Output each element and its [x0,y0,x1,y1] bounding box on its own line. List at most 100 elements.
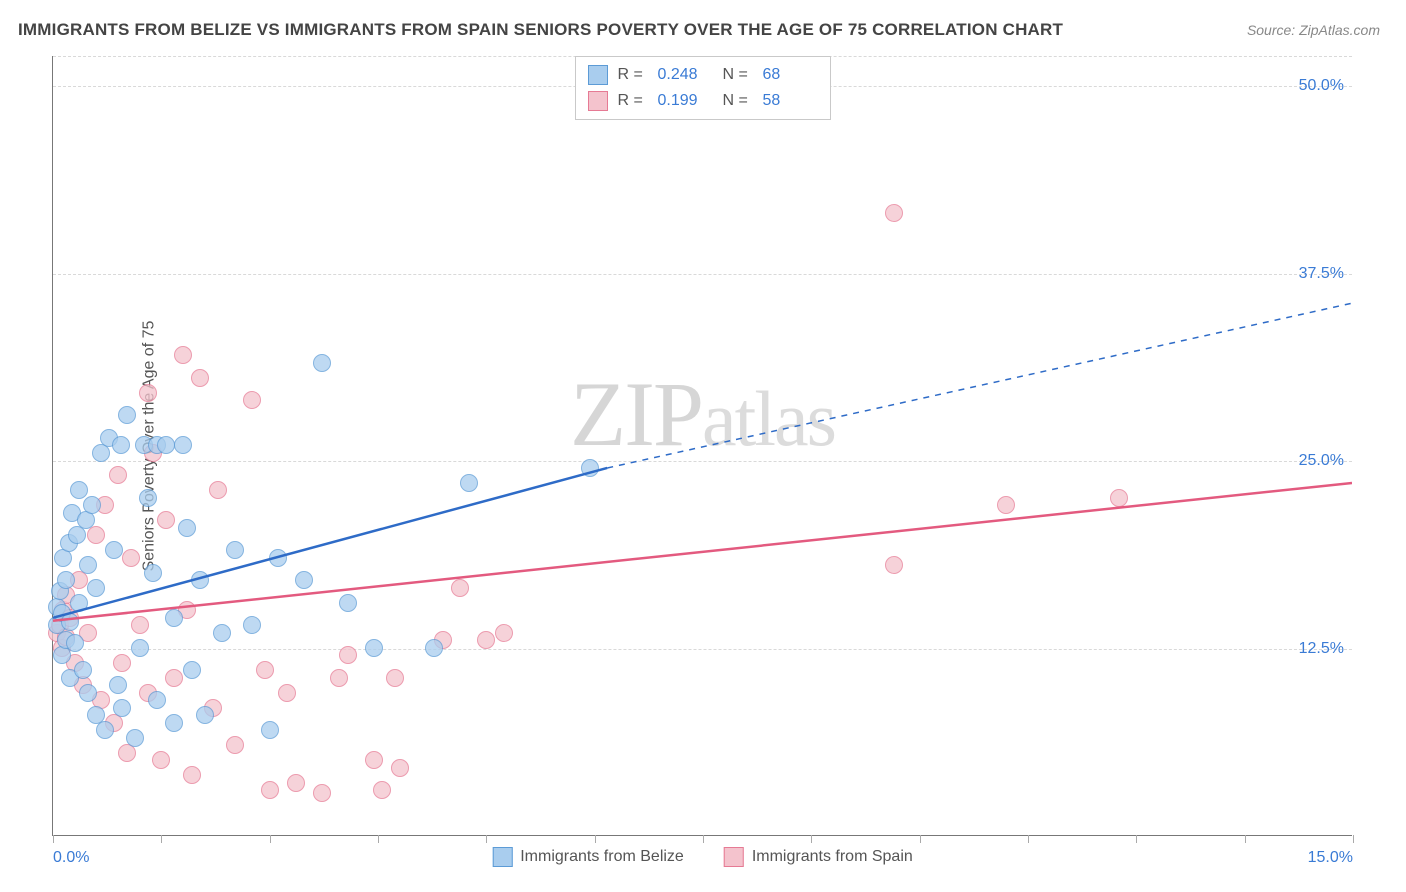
data-point [269,549,287,567]
data-point [165,669,183,687]
series-name: Immigrants from Belize [520,848,684,866]
data-point [339,646,357,664]
y-tick-label: 25.0% [1299,452,1344,470]
data-point [70,594,88,612]
data-point [87,579,105,597]
data-point [365,751,383,769]
data-point [196,706,214,724]
data-point [373,781,391,799]
data-point [243,391,261,409]
data-point [1110,489,1128,507]
data-point [87,526,105,544]
x-tick [1353,835,1354,843]
data-point [79,556,97,574]
legend-n-value: 68 [763,66,818,84]
data-point [183,766,201,784]
series-legend-item: Immigrants from Belize [492,847,684,867]
data-point [365,639,383,657]
x-tick-label: 15.0% [1308,849,1353,867]
x-tick [270,835,271,843]
data-point [157,511,175,529]
x-tick [378,835,379,843]
data-point [113,699,131,717]
data-point [61,613,79,631]
x-tick [486,835,487,843]
data-point [451,579,469,597]
data-point [57,571,75,589]
data-point [391,759,409,777]
data-point [74,661,92,679]
data-point [997,496,1015,514]
chart-title: IMMIGRANTS FROM BELIZE VS IMMIGRANTS FRO… [18,20,1063,40]
legend-n-label: N = [723,66,753,84]
plot-area: ZIPatlas R = 0.248N = 68R = 0.199N = 58 … [52,56,1352,836]
x-tick-label: 0.0% [53,849,89,867]
data-point [226,541,244,559]
data-point [105,541,123,559]
gridline-h [53,649,1352,650]
data-point [278,684,296,702]
data-point [885,204,903,222]
data-point [109,466,127,484]
legend-swatch [588,65,608,85]
legend-r-value: 0.199 [658,92,713,110]
data-point [339,594,357,612]
legend-n-label: N = [723,92,753,110]
data-point [131,639,149,657]
x-tick [703,835,704,843]
data-point [66,634,84,652]
data-point [126,729,144,747]
data-point [460,474,478,492]
x-tick [595,835,596,843]
data-point [209,481,227,499]
legend-r-value: 0.248 [658,66,713,84]
watermark-main: ZIP [570,363,702,465]
data-point [226,736,244,754]
data-point [313,784,331,802]
data-point [243,616,261,634]
x-tick [920,835,921,843]
x-tick [1136,835,1137,843]
data-point [109,676,127,694]
legend-swatch [588,91,608,111]
legend-swatch [724,847,744,867]
watermark-sub: atlas [702,375,835,462]
data-point [191,571,209,589]
data-point [148,691,166,709]
source-attribution: Source: ZipAtlas.com [1247,22,1380,38]
data-point [386,669,404,687]
y-tick-label: 37.5% [1299,265,1344,283]
data-point [213,624,231,642]
data-point [70,481,88,499]
data-point [425,639,443,657]
data-point [96,721,114,739]
data-point [112,436,130,454]
correlation-legend: R = 0.248 N = 68R = 0.199 N = 58 [575,56,831,120]
data-point [165,714,183,732]
x-tick [811,835,812,843]
data-point [330,669,348,687]
data-point [83,496,101,514]
legend-swatch [492,847,512,867]
data-point [174,436,192,454]
data-point [144,564,162,582]
data-point [313,354,331,372]
legend-n-value: 58 [763,92,818,110]
x-tick [1245,835,1246,843]
data-point [287,774,305,792]
series-legend: Immigrants from BelizeImmigrants from Sp… [492,847,913,867]
source-prefix: Source: [1247,22,1299,38]
legend-row: R = 0.248 N = 68 [588,62,818,88]
gridline-h [53,274,1352,275]
x-tick [161,835,162,843]
trend-line [53,483,1352,621]
x-tick [1028,835,1029,843]
data-point [118,406,136,424]
data-point [79,684,97,702]
legend-row: R = 0.199N = 58 [588,88,818,114]
data-point [885,556,903,574]
data-point [581,459,599,477]
legend-r-label: R = [618,66,648,84]
data-point [122,549,140,567]
data-point [495,624,513,642]
